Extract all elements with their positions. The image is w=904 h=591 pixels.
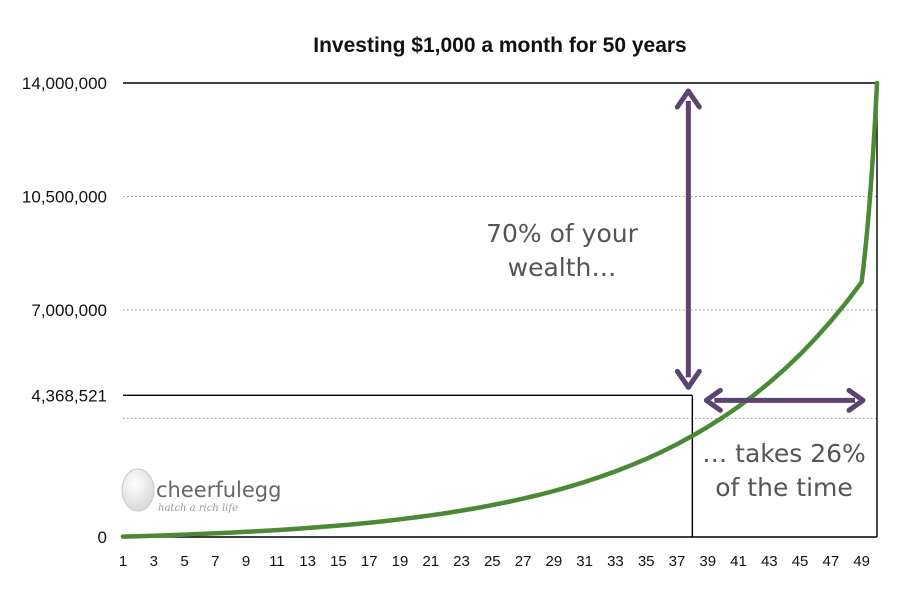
annotation-time-line1: … takes 26% <box>702 439 866 468</box>
logo-tagline: hatch a rich life <box>158 503 238 514</box>
annotation-wealth: 70% of your wealth… <box>486 219 638 282</box>
x-tick-label: 15 <box>330 553 347 570</box>
y-tick-label: 14,000,000 <box>22 74 107 93</box>
y-tick-label: 10,500,000 <box>22 188 107 207</box>
x-tick-label: 25 <box>484 553 501 570</box>
arrow-head-down-icon <box>674 368 702 390</box>
x-tick-label: 29 <box>546 553 563 570</box>
y-tick-label: 7,000,000 <box>31 301 107 320</box>
x-tick-label: 1 <box>119 553 127 570</box>
x-tick-label: 47 <box>822 553 839 570</box>
arrow-head-up-icon <box>674 88 702 110</box>
series-layer <box>120 80 880 539</box>
x-tick-label: 45 <box>792 553 809 570</box>
logo: cheerfulegg hatch a rich life <box>121 468 281 514</box>
x-tick-label: 31 <box>576 553 593 570</box>
x-tick-label: 43 <box>761 553 778 570</box>
logo-name: cheerfulegg <box>156 478 281 502</box>
arrow-head-left-icon <box>703 387 723 413</box>
x-tick-label: 37 <box>669 553 686 570</box>
annotation-time-line2: of the time <box>715 473 853 502</box>
x-tick-label: 27 <box>515 553 532 570</box>
chart-title: Investing $1,000 a month for 50 years <box>313 34 687 57</box>
x-tick-label: 19 <box>392 553 409 570</box>
series-line-wealth <box>120 80 880 539</box>
x-tick-label: 39 <box>699 553 716 570</box>
x-tick-label: 3 <box>150 553 158 570</box>
x-tick-label: 13 <box>299 553 316 570</box>
x-tick-label: 23 <box>453 553 470 570</box>
x-tick-label: 11 <box>269 553 285 570</box>
gridlines <box>123 196 877 419</box>
x-tick-label: 9 <box>242 553 250 570</box>
egg-icon <box>121 468 155 512</box>
annotation-arrows <box>674 88 866 413</box>
y-tick-label: 4,368,521 <box>31 386 107 405</box>
arrow-head-right-icon <box>846 387 866 413</box>
x-tick-label: 5 <box>180 553 188 570</box>
x-axis-ticks: 1 3 5 7 9 11 13 15 17 19 21 23 25 27 29 31 33 35 37 39 41 43 4… <box>119 553 870 570</box>
annotation-wealth-line2: wealth… <box>508 253 617 282</box>
annotation-time: … takes 26% of the time <box>702 439 866 502</box>
x-tick-label: 41 <box>730 553 747 570</box>
x-tick-label: 21 <box>422 553 439 570</box>
x-tick-label: 33 <box>607 553 624 570</box>
y-axis-ticks: 0 4,368,521 7,000,000 10,500,000 14,000,000 <box>22 74 107 547</box>
reference-lines <box>123 82 878 538</box>
x-tick-label: 49 <box>853 553 870 570</box>
y-tick-label: 0 <box>98 528 107 547</box>
x-tick-label: 7 <box>211 553 219 570</box>
x-tick-label: 17 <box>361 553 378 570</box>
x-tick-label: 35 <box>638 553 655 570</box>
annotation-wealth-line1: 70% of your <box>486 219 638 248</box>
